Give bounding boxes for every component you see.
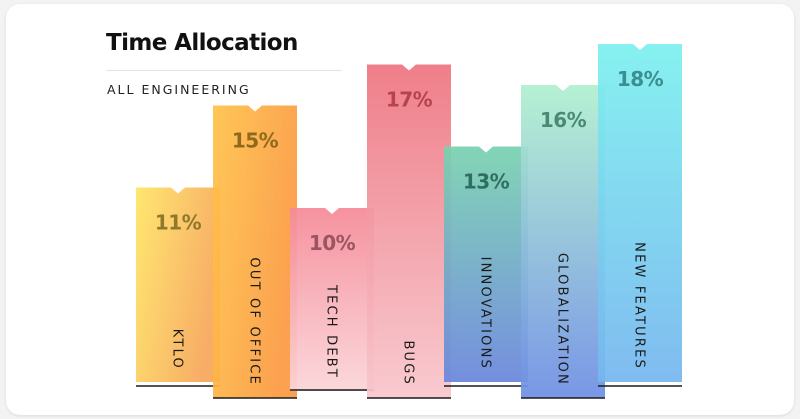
bar-ktlo xyxy=(136,187,220,382)
category-label: KTLO xyxy=(170,329,185,370)
category-label: TECH DEBT xyxy=(324,284,339,379)
value-label: 18% xyxy=(617,67,664,91)
category-label: BUGS xyxy=(401,340,416,386)
value-label: 15% xyxy=(232,129,279,153)
value-label: 13% xyxy=(463,170,510,194)
category-label: NEW FEATURES xyxy=(632,242,647,370)
bars-layer: 11% KTLO 15% OUT OF OFFICE 10% TECH DEBT 17% BU… xyxy=(136,44,682,399)
value-label: 16% xyxy=(540,108,587,132)
bar-globalization xyxy=(521,85,605,398)
chart-title: Time Allocation xyxy=(106,30,298,56)
value-label: 11% xyxy=(155,211,202,235)
category-label: GLOBALIZATION xyxy=(555,253,570,386)
category-label: INNOVATIONS xyxy=(478,257,493,370)
bar-innovations xyxy=(444,146,528,382)
bar-tech-debt xyxy=(290,208,374,391)
chart-subtitle: ALL ENGINEERING xyxy=(107,82,251,97)
bar-new-features xyxy=(598,44,682,382)
bar-out-of-office xyxy=(213,105,297,398)
bar-bugs xyxy=(367,64,451,398)
title-divider xyxy=(106,70,342,71)
category-label: OUT OF OFFICE xyxy=(247,257,262,386)
value-label: 10% xyxy=(309,231,356,255)
value-label: 17% xyxy=(386,88,433,112)
